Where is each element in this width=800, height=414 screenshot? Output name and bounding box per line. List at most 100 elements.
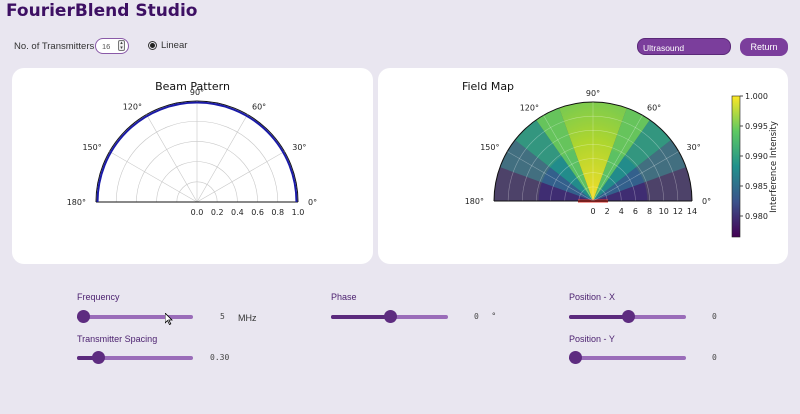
- angle-label: 60°: [252, 103, 266, 112]
- field-wedge: [499, 140, 593, 201]
- grid-ring: [493, 101, 693, 202]
- angle-label: 120°: [123, 103, 142, 112]
- radial-tick-label: 14: [687, 207, 697, 216]
- beam-curve: [96, 101, 298, 203]
- grid-spoke: [543, 115, 594, 202]
- angle-label: 0°: [308, 198, 317, 207]
- position-x-slider[interactable]: [569, 310, 686, 323]
- grid-ring: [578, 186, 608, 202]
- radial-tick-label: 12: [673, 207, 683, 216]
- phase-unit: °: [492, 311, 496, 321]
- preset-dropdown[interactable]: Ultrasound: [637, 38, 731, 55]
- angle-label: 60°: [647, 103, 661, 112]
- beam-pattern-plot: 0° 30° 60° 90° 120° 150° 180° 0.0 0.2 0.4 0.6 0.8 1.…: [67, 88, 317, 217]
- frequency-slider[interactable]: [76, 310, 193, 323]
- position-x-slider-fill: [569, 315, 628, 319]
- grid-spoke: [146, 114, 198, 203]
- position-y-label: Position - Y: [569, 334, 615, 344]
- angle-label: 180°: [67, 198, 86, 207]
- colorbar-ticks: 1.000 0.995 0.990 0.985 0.980: [740, 92, 768, 221]
- spacing-label: Transmitter Spacing: [77, 334, 158, 344]
- beam-grid: [95, 100, 299, 203]
- beam-labels: 0° 30° 60° 90° 120° 150° 180° 0.0 0.2 0.4 0.6 0.8 1.…: [67, 88, 317, 217]
- colorbar-tick-label: 0.980: [745, 212, 768, 221]
- angle-label: 90°: [190, 88, 204, 97]
- field-map-panel: Field Map 0° 30° 60° 90° 120° 150° 180° 0 2 4 6 8 10…: [378, 68, 788, 264]
- radial-tick-label: 0.8: [271, 208, 284, 217]
- angle-label: 30°: [292, 143, 306, 152]
- position-y-slider[interactable]: [568, 351, 686, 364]
- phase-label: Phase: [331, 292, 357, 302]
- radial-tick-label: 2: [605, 207, 610, 216]
- spin-arrows-icon[interactable]: ▴ ▾: [118, 40, 125, 51]
- mouse-cursor-icon: [165, 313, 173, 325]
- grid-spoke: [109, 151, 198, 203]
- grid-spoke: [507, 151, 594, 202]
- radial-tick-label: 0: [590, 207, 595, 216]
- radial-tick-label: 4: [619, 207, 624, 216]
- grid-ring: [564, 172, 622, 202]
- position-x-slider-thumb[interactable]: [621, 310, 635, 323]
- radial-tick-label: 1.0: [292, 208, 305, 217]
- field-wedge: [593, 119, 672, 201]
- field-map-plot: 0° 30° 60° 90° 120° 150° 180° 0 2 4 6 8 10 12 14 1.000…: [465, 89, 779, 238]
- grid-spoke: [196, 114, 248, 203]
- field-wedge: [559, 102, 627, 201]
- colorbar-tick-label: 0.995: [745, 122, 768, 131]
- field-band: [494, 102, 692, 201]
- field-wedge: [593, 140, 687, 201]
- spacing-slider[interactable]: [77, 351, 193, 364]
- angle-label: 150°: [82, 143, 101, 152]
- field-map-title: Field Map: [461, 80, 515, 93]
- spacing-value: 0.30: [210, 353, 230, 362]
- radial-tick-label: 8: [647, 207, 652, 216]
- spacing-slider-fill: [77, 356, 98, 360]
- angle-label: 180°: [465, 197, 484, 206]
- angle-label: 0°: [702, 197, 711, 206]
- return-button[interactable]: Return: [740, 38, 788, 56]
- colorbar-tick-label: 1.000: [745, 92, 768, 101]
- frequency-value: 5: [220, 312, 225, 321]
- colorbar: [731, 95, 741, 238]
- frequency-unit: MHz: [238, 313, 257, 323]
- transmitters-label: No. of Transmitters: [14, 41, 95, 52]
- radial-tick-label: 6: [633, 207, 638, 216]
- phase-value: 0: [474, 312, 479, 321]
- phase-slider[interactable]: [331, 310, 448, 323]
- grid-spoke: [592, 115, 643, 202]
- colorbar-tick-label: 0.985: [745, 182, 768, 191]
- radial-tick-label: 0.6: [251, 208, 264, 217]
- transmitters-spinbox[interactable]: 16 ▴ ▾: [95, 38, 129, 54]
- radial-tick-label: 0.2: [211, 208, 224, 217]
- frequency-slider-thumb[interactable]: [76, 310, 90, 323]
- frequency-label: Frequency: [77, 292, 120, 302]
- linear-radio-label: Linear: [161, 40, 188, 51]
- angle-label: 150°: [480, 143, 499, 152]
- field-wedge: [536, 107, 593, 201]
- radial-tick-label: 0.4: [231, 208, 244, 217]
- field-heatmap: [494, 102, 692, 203]
- app-title: FourierBlend Studio: [6, 1, 198, 21]
- phase-slider-fill: [331, 315, 390, 319]
- spacing-slider-thumb[interactable]: [91, 351, 105, 364]
- field-labels: 0° 30° 60° 90° 120° 150° 180° 0 2 4 6 8 10 12 14: [465, 89, 711, 216]
- field-grid: [493, 101, 693, 202]
- grid-spoke: [196, 151, 285, 203]
- phase-slider-thumb[interactable]: [383, 310, 397, 323]
- radio-selected-icon: [148, 41, 157, 50]
- linear-radio[interactable]: Linear: [148, 40, 187, 51]
- position-y-slider-thumb[interactable]: [568, 351, 582, 364]
- grid-ring: [507, 116, 679, 202]
- angle-label: 120°: [520, 103, 539, 112]
- beam-pattern-panel: Beam Pattern 0° 30° 60° 90° 120° 150° 180° 0.0 0…: [12, 68, 373, 264]
- grid-ring: [550, 158, 636, 202]
- position-y-value: 0: [712, 353, 717, 362]
- field-wedge: [593, 107, 650, 201]
- beam-pattern-title: Beam Pattern: [155, 80, 230, 93]
- radial-tick-label: 0.0: [191, 208, 204, 217]
- transmitters-value: 16: [102, 42, 111, 51]
- colorbar-label: Interference Intensity: [769, 121, 779, 213]
- field-wedge: [514, 119, 593, 201]
- colorbar-tick-label: 0.990: [745, 152, 768, 161]
- position-x-label: Position - X: [569, 292, 616, 302]
